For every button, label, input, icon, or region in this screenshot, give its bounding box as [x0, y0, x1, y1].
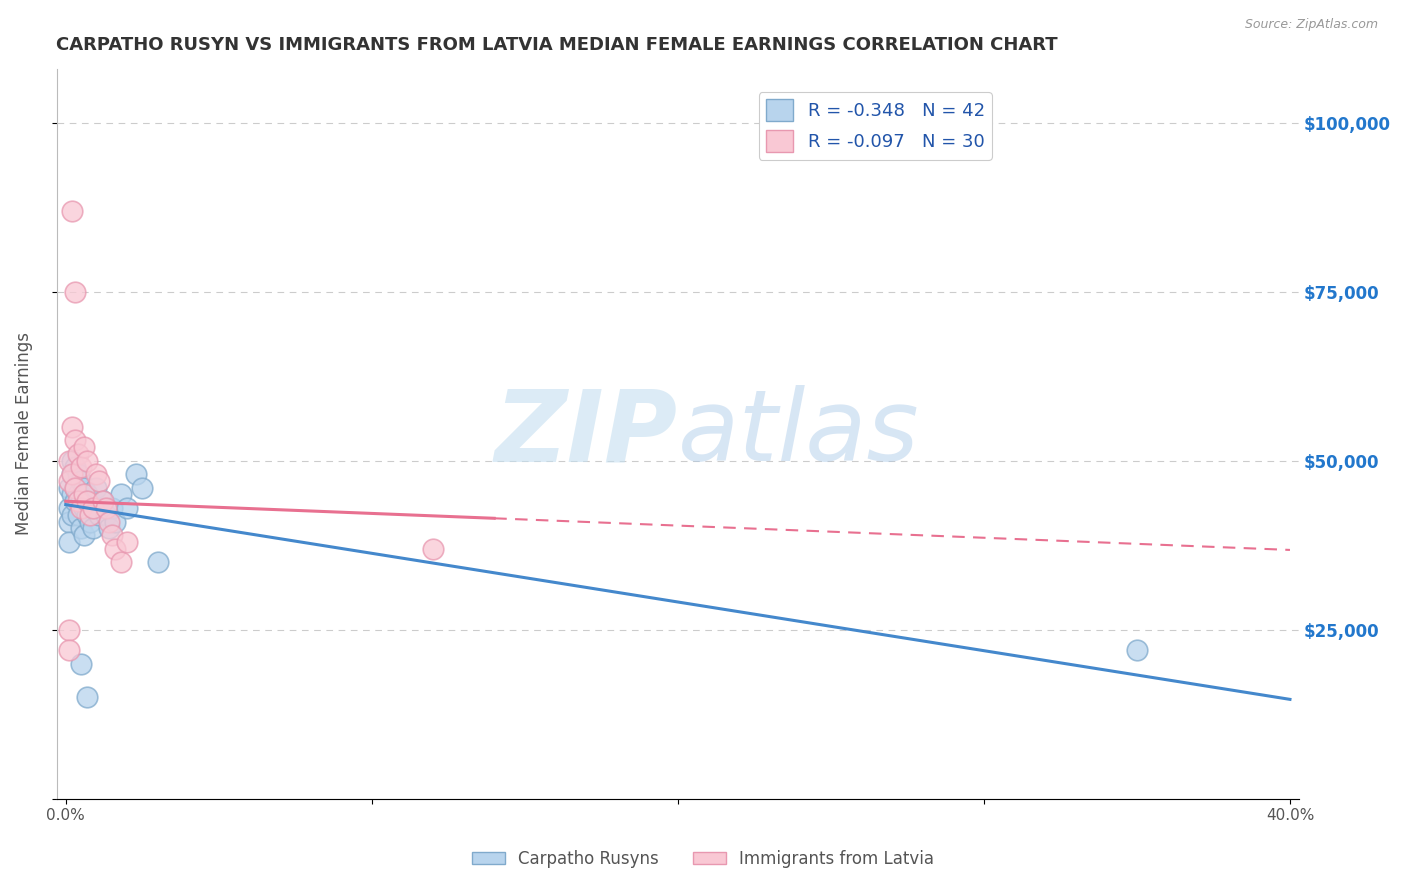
Point [70, 521, 93, 535]
Point [63, 481, 86, 495]
Point [125, 467, 148, 482]
Point [79, 494, 101, 508]
Point [60, 508, 83, 522]
Point [73, 487, 96, 501]
Point [63, 494, 86, 508]
Point [63, 481, 86, 495]
Point [94, 501, 117, 516]
Point [70, 657, 93, 671]
Point [104, 515, 127, 529]
Point [58, 623, 80, 637]
Point [60, 203, 83, 218]
Point [63, 460, 86, 475]
Point [60, 467, 83, 482]
Point [76, 690, 98, 705]
Point [82, 521, 104, 535]
Point [63, 285, 86, 299]
Point [67, 508, 90, 522]
Point [100, 528, 122, 542]
Point [91, 494, 114, 508]
Point [73, 501, 96, 516]
Point [60, 420, 83, 434]
Point [58, 643, 80, 657]
Point [67, 447, 90, 461]
Point [79, 515, 101, 529]
Point [67, 494, 90, 508]
Point [70, 494, 93, 508]
Point [146, 555, 169, 569]
Point [89, 508, 111, 522]
Point [76, 494, 98, 508]
Point [58, 453, 80, 467]
Point [73, 481, 96, 495]
Point [110, 487, 132, 501]
Point [67, 487, 90, 501]
Point [97, 521, 120, 535]
Point [82, 501, 104, 516]
Y-axis label: Median Female Earnings: Median Female Earnings [15, 332, 32, 535]
Legend: R = -0.348   N = 42, R = -0.097   N = 30: R = -0.348 N = 42, R = -0.097 N = 30 [759, 92, 991, 160]
Point [60, 487, 83, 501]
Point [89, 474, 111, 488]
Point [70, 474, 93, 488]
Point [73, 440, 96, 454]
Point [94, 508, 117, 522]
Text: Source: ZipAtlas.com: Source: ZipAtlas.com [1244, 18, 1378, 31]
Point [76, 487, 98, 501]
Point [115, 534, 138, 549]
Point [58, 515, 80, 529]
Point [60, 453, 83, 467]
Point [115, 501, 138, 516]
Point [110, 555, 132, 569]
Point [70, 460, 93, 475]
Point [1126, 643, 1149, 657]
Text: ZIP: ZIP [495, 385, 678, 483]
Point [104, 541, 127, 556]
Point [91, 494, 114, 508]
Point [58, 501, 80, 516]
Point [131, 481, 153, 495]
Point [86, 467, 108, 482]
Point [58, 481, 80, 495]
Point [86, 501, 108, 516]
Point [100, 501, 122, 516]
Point [79, 508, 101, 522]
Text: CARPATHO RUSYN VS IMMIGRANTS FROM LATVIA MEDIAN FEMALE EARNINGS CORRELATION CHAR: CARPATHO RUSYN VS IMMIGRANTS FROM LATVIA… [56, 36, 1057, 54]
Point [67, 467, 90, 482]
Point [70, 501, 93, 516]
Point [97, 515, 120, 529]
Point [73, 528, 96, 542]
Point [82, 501, 104, 516]
Point [60, 467, 83, 482]
Text: atlas: atlas [678, 385, 920, 483]
Point [63, 434, 86, 448]
Point [86, 481, 108, 495]
Legend: Carpatho Rusyns, Immigrants from Latvia: Carpatho Rusyns, Immigrants from Latvia [465, 844, 941, 875]
Point [58, 534, 80, 549]
Point [422, 541, 444, 556]
Point [58, 474, 80, 488]
Point [76, 453, 98, 467]
Point [76, 508, 98, 522]
